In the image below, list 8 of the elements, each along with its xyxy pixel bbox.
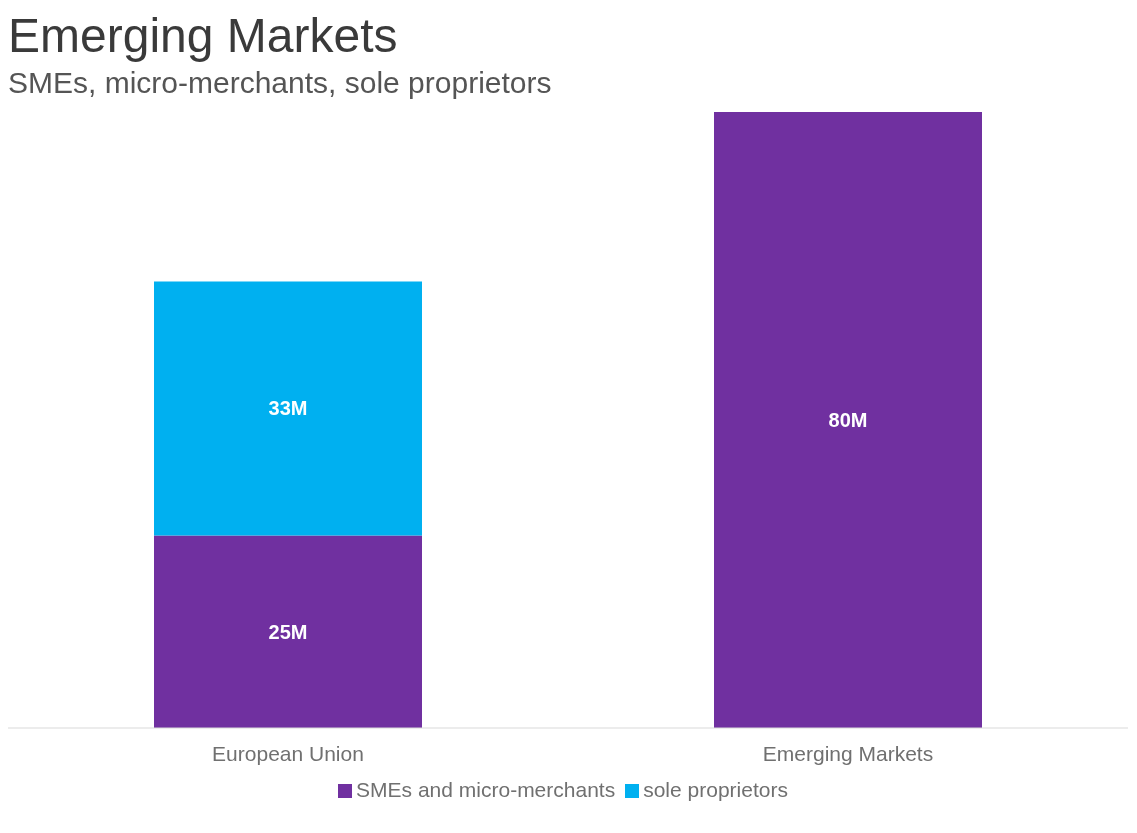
legend-label: sole proprietors — [643, 778, 788, 801]
chart-subtitle: SMEs, micro-merchants, sole proprietors — [8, 65, 553, 101]
data-label: 80M — [828, 409, 868, 431]
data-label: 25M — [268, 620, 308, 643]
chart-title: Emerging Markets — [8, 8, 399, 64]
data-label: 33M — [268, 397, 308, 420]
x-tick-label: European Union — [212, 741, 364, 765]
legend-label: SMEs and micro-merchants — [356, 778, 616, 801]
